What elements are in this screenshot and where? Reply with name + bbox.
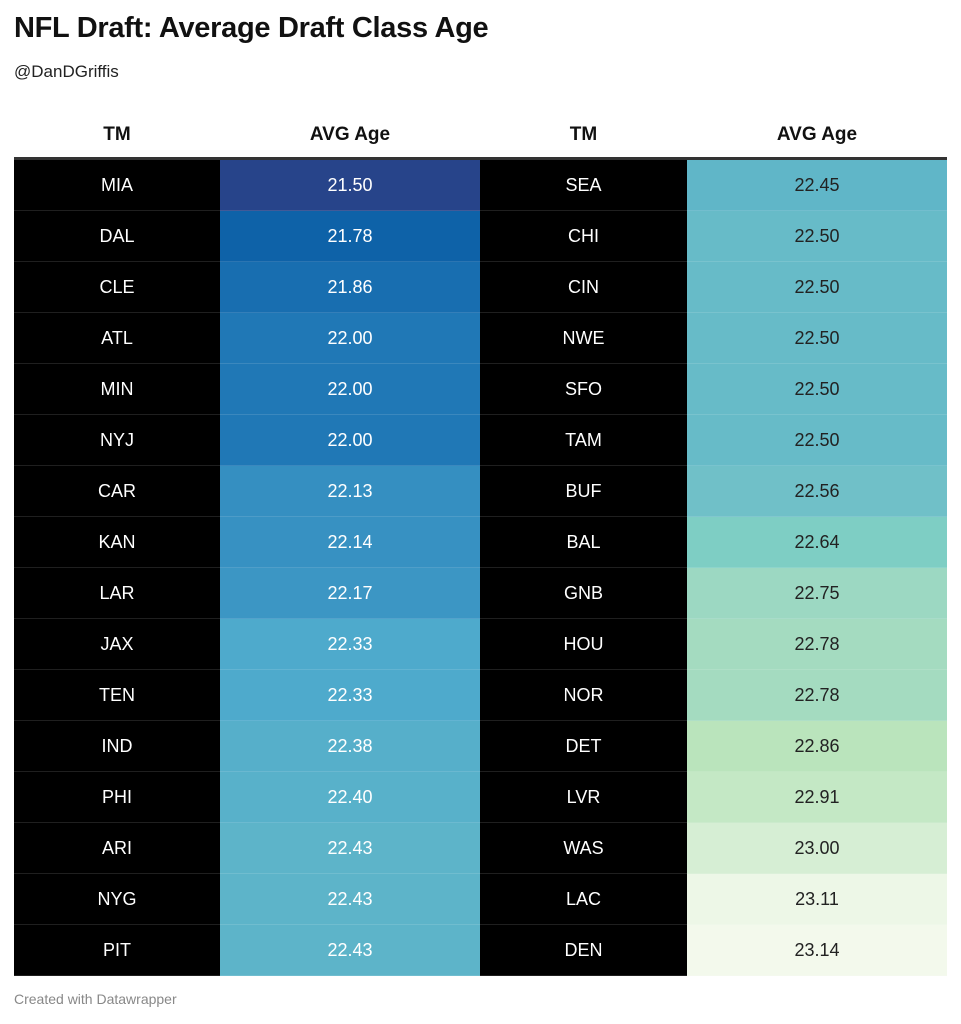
table-row: ARI 22.43 WAS 23.00: [14, 822, 947, 874]
team-cell-right: SFO: [480, 363, 687, 415]
age-cell-left: 21.78: [220, 210, 480, 262]
table-row: PIT 22.43 DEN 23.14: [14, 924, 947, 976]
age-cell-right: 22.91: [687, 771, 947, 823]
team-cell-right: TAM: [480, 414, 687, 466]
age-cell-right: 22.86: [687, 720, 947, 772]
table-row: DAL 21.78 CHI 22.50: [14, 210, 947, 262]
team-cell-left: KAN: [14, 516, 220, 568]
age-cell-left: 22.33: [220, 669, 480, 721]
header-age-left: AVG Age: [220, 112, 480, 160]
header-age-right: AVG Age: [687, 112, 947, 160]
table-row: KAN 22.14 BAL 22.64: [14, 516, 947, 568]
age-cell-right: 22.78: [687, 618, 947, 670]
team-cell-left: NYG: [14, 873, 220, 925]
table-row: IND 22.38 DET 22.86: [14, 720, 947, 772]
team-cell-left: PIT: [14, 924, 220, 976]
team-cell-right: CIN: [480, 261, 687, 313]
team-cell-right: LAC: [480, 873, 687, 925]
table-row: TEN 22.33 NOR 22.78: [14, 669, 947, 721]
age-cell-left: 22.43: [220, 822, 480, 874]
age-table: TM AVG Age TM AVG Age MIA 21.50 SEA 22.45 DA…: [14, 112, 947, 976]
table-row: PHI 22.40 LVR 22.91: [14, 771, 947, 823]
table-row: CLE 21.86 CIN 22.50: [14, 261, 947, 313]
team-cell-right: LVR: [480, 771, 687, 823]
team-cell-left: ATL: [14, 312, 220, 364]
team-cell-left: IND: [14, 720, 220, 772]
age-cell-right: 22.64: [687, 516, 947, 568]
team-cell-right: GNB: [480, 567, 687, 619]
header-team-left: TM: [14, 112, 220, 160]
team-cell-left: JAX: [14, 618, 220, 670]
header-team-right: TM: [480, 112, 687, 160]
age-cell-left: 22.40: [220, 771, 480, 823]
age-cell-right: 23.14: [687, 924, 947, 976]
age-cell-left: 21.50: [220, 158, 480, 211]
age-cell-left: 22.13: [220, 465, 480, 517]
age-cell-right: 22.56: [687, 465, 947, 517]
age-cell-left: 22.00: [220, 414, 480, 466]
age-cell-left: 22.17: [220, 567, 480, 619]
team-cell-right: NWE: [480, 312, 687, 364]
team-cell-right: DET: [480, 720, 687, 772]
team-cell-right: WAS: [480, 822, 687, 874]
age-cell-left: 22.14: [220, 516, 480, 568]
age-cell-right: 23.00: [687, 822, 947, 874]
team-cell-left: CLE: [14, 261, 220, 313]
team-cell-left: MIN: [14, 363, 220, 415]
team-cell-left: CAR: [14, 465, 220, 517]
team-cell-left: LAR: [14, 567, 220, 619]
team-cell-left: ARI: [14, 822, 220, 874]
table-row: MIN 22.00 SFO 22.50: [14, 363, 947, 415]
team-cell-right: CHI: [480, 210, 687, 262]
table-body: MIA 21.50 SEA 22.45 DAL 21.78 CHI 22.50 CLE 21.86…: [14, 158, 947, 976]
age-cell-left: 22.33: [220, 618, 480, 670]
age-cell-right: 22.50: [687, 414, 947, 466]
table-row: ATL 22.00 NWE 22.50: [14, 312, 947, 364]
age-cell-right: 22.78: [687, 669, 947, 721]
team-cell-left: PHI: [14, 771, 220, 823]
team-cell-left: DAL: [14, 210, 220, 262]
team-cell-right: BUF: [480, 465, 687, 517]
chart-title: NFL Draft: Average Draft Class Age: [14, 12, 489, 44]
team-cell-right: DEN: [480, 924, 687, 976]
age-cell-right: 22.50: [687, 261, 947, 313]
table-row: NYG 22.43 LAC 23.11: [14, 873, 947, 925]
table-row: JAX 22.33 HOU 22.78: [14, 618, 947, 670]
table-row: LAR 22.17 GNB 22.75: [14, 567, 947, 619]
age-cell-left: 21.86: [220, 261, 480, 313]
age-cell-right: 23.11: [687, 873, 947, 925]
team-cell-left: MIA: [14, 158, 220, 211]
team-cell-right: HOU: [480, 618, 687, 670]
age-cell-left: 22.38: [220, 720, 480, 772]
team-cell-left: TEN: [14, 669, 220, 721]
team-cell-right: NOR: [480, 669, 687, 721]
age-cell-left: 22.00: [220, 363, 480, 415]
table-row: MIA 21.50 SEA 22.45: [14, 158, 947, 211]
table-row: CAR 22.13 BUF 22.56: [14, 465, 947, 517]
age-cell-left: 22.43: [220, 924, 480, 976]
chart-subtitle: @DanDGriffis: [14, 62, 119, 81]
age-cell-right: 22.45: [687, 158, 947, 211]
header-row: TM AVG Age TM AVG Age: [14, 112, 947, 160]
age-cell-left: 22.43: [220, 873, 480, 925]
age-cell-left: 22.00: [220, 312, 480, 364]
age-cell-right: 22.75: [687, 567, 947, 619]
team-cell-left: NYJ: [14, 414, 220, 466]
team-cell-right: BAL: [480, 516, 687, 568]
team-cell-right: SEA: [480, 158, 687, 211]
table-row: NYJ 22.00 TAM 22.50: [14, 414, 947, 466]
age-cell-right: 22.50: [687, 312, 947, 364]
footer-credit: Created with Datawrapper: [14, 991, 177, 1007]
age-cell-right: 22.50: [687, 363, 947, 415]
age-cell-right: 22.50: [687, 210, 947, 262]
